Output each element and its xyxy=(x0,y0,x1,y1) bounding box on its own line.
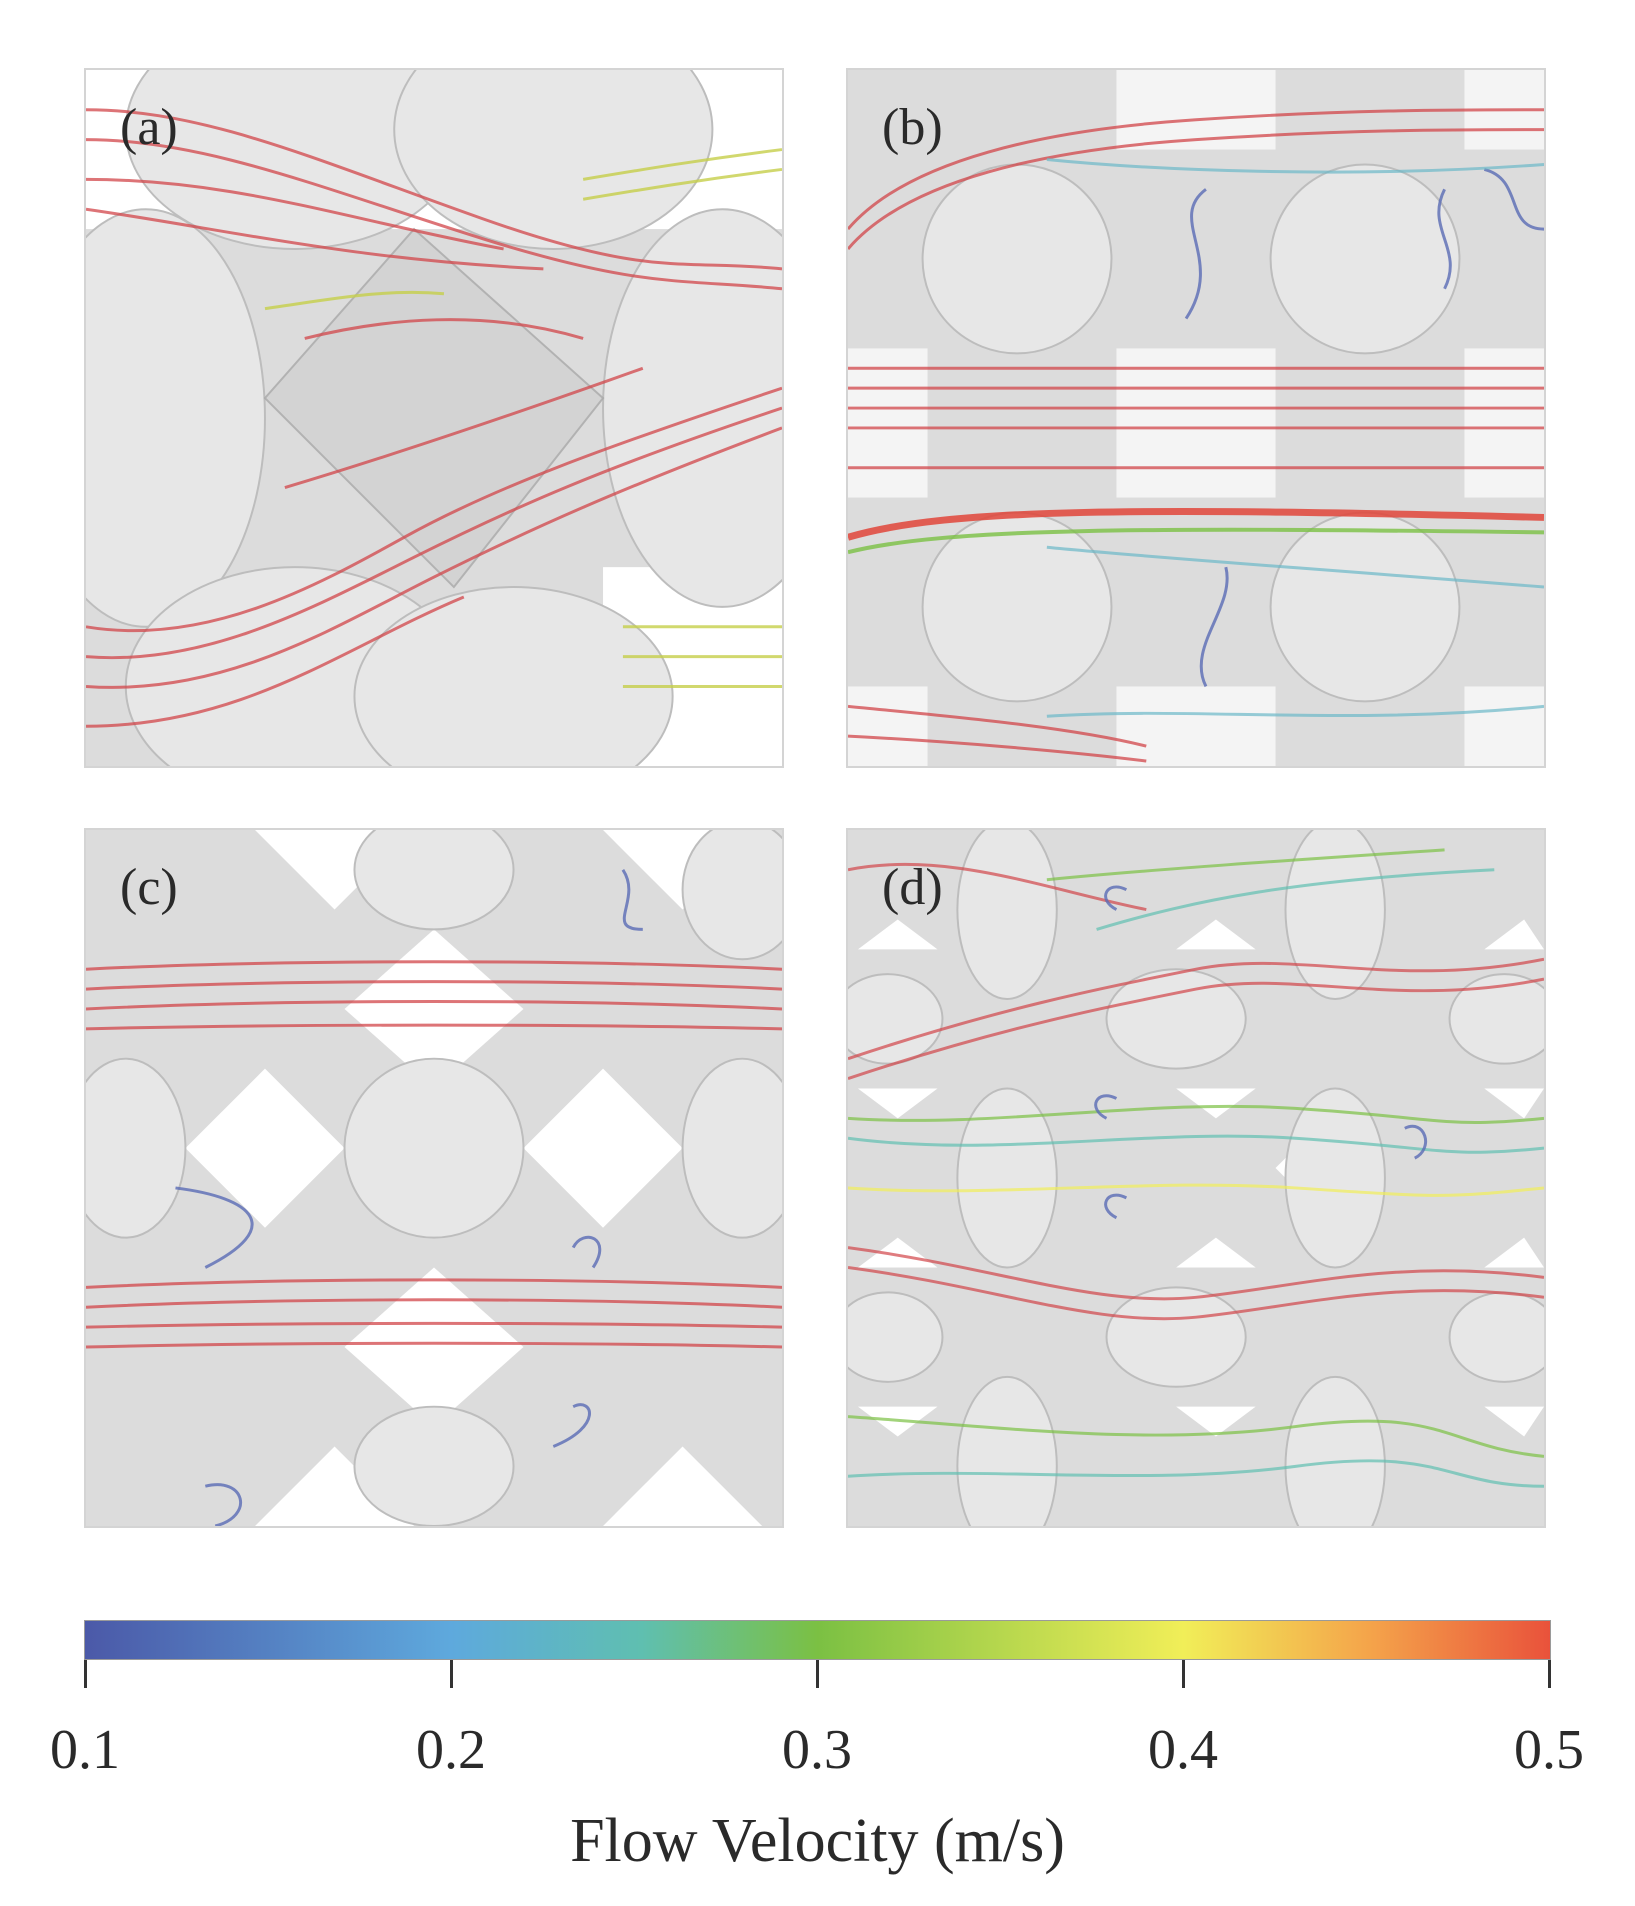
panel-d: (d) xyxy=(846,828,1546,1528)
colorbar-tick-label: 0.5 xyxy=(1514,1719,1584,1781)
panel-c-flow-field xyxy=(86,830,782,1526)
panel-label-c: (c) xyxy=(120,859,178,916)
colorbar-tick-label: 0.4 xyxy=(1148,1719,1218,1781)
colorbar-tick xyxy=(816,1660,819,1688)
panel-a: (a) xyxy=(84,68,784,768)
colorbar-tick-label: 0.1 xyxy=(50,1719,120,1781)
colorbar-tick-label: 0.2 xyxy=(416,1719,486,1781)
colorbar-tick xyxy=(84,1660,87,1688)
panel-a-flow-field xyxy=(86,70,782,766)
colorbar xyxy=(84,1620,1551,1688)
panel-label-a: (a) xyxy=(120,99,178,156)
colorbar-tick xyxy=(1548,1660,1551,1688)
colorbar-tick xyxy=(450,1660,453,1688)
panel-c: (c) xyxy=(84,828,784,1528)
colorbar-tick-label: 0.3 xyxy=(782,1719,852,1781)
panel-d-flow-field xyxy=(848,830,1544,1526)
panel-b: (b) xyxy=(846,68,1546,768)
panel-b-flow-field xyxy=(848,70,1544,766)
panel-label-b: (b) xyxy=(882,99,943,156)
colorbar-title: Flow Velocity (m/s) xyxy=(570,1807,1065,1875)
colorbar-tick xyxy=(1182,1660,1185,1688)
colorbar-gradient xyxy=(84,1620,1551,1660)
panel-label-d: (d) xyxy=(882,859,943,916)
